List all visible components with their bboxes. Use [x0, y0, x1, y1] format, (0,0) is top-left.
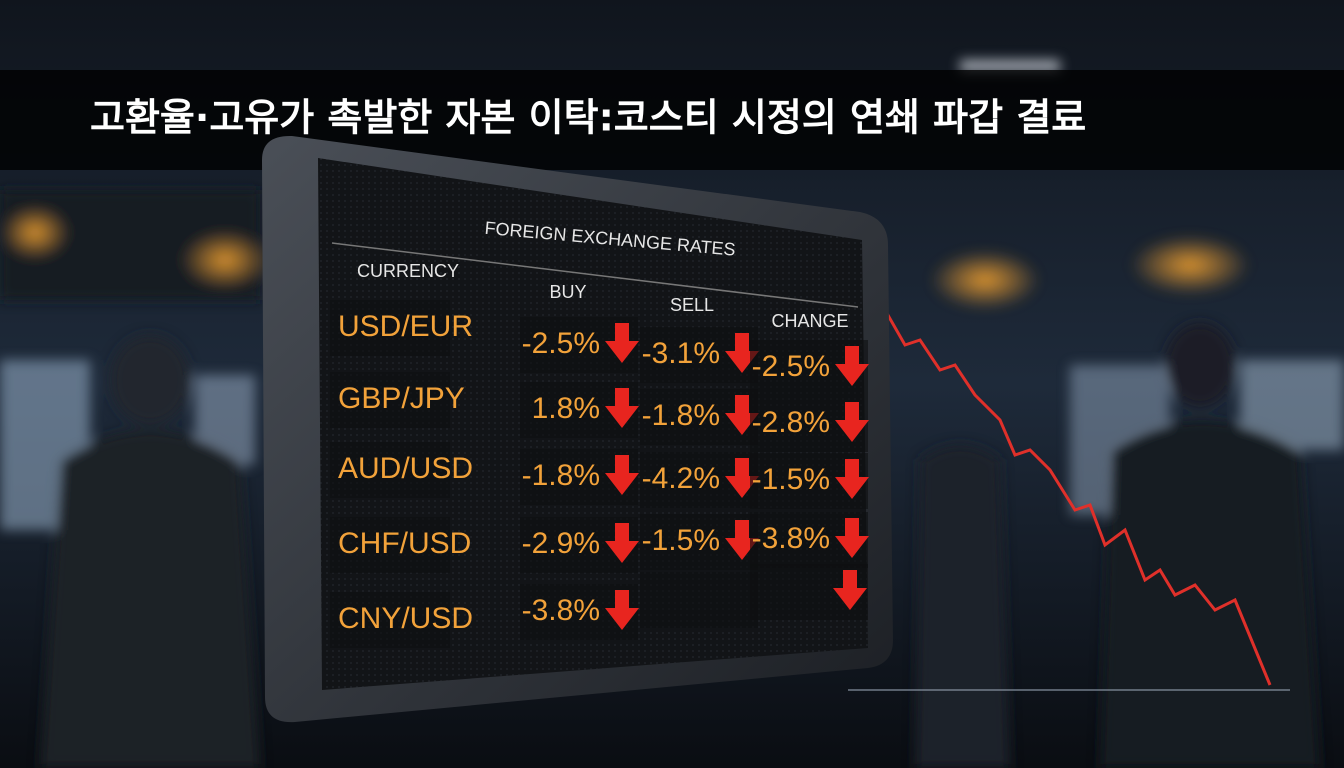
buy-value: -2.5%: [522, 327, 600, 360]
buy-value: -1.8%: [522, 459, 600, 492]
buy-value: 1.8%: [532, 392, 600, 425]
down-arrow: [605, 388, 639, 428]
sell-value: -1.8%: [642, 399, 720, 432]
down-arrow: [835, 346, 869, 386]
header-buy: BUY: [549, 282, 586, 302]
board-rule: [331, 242, 859, 308]
down-arrow: [725, 520, 759, 560]
down-arrow: [833, 570, 867, 610]
cell-bg: [330, 592, 450, 648]
cell-bg: [330, 300, 450, 356]
header-change: CHANGE: [771, 311, 848, 331]
sell-value: -1.5%: [642, 524, 720, 557]
background-chart: [848, 309, 1290, 691]
currency-label: AUD/USD: [338, 452, 473, 485]
sell-value: -4.2%: [642, 462, 720, 495]
cell-bg: [330, 517, 450, 573]
currency-label: CNY/USD: [338, 602, 473, 635]
currency-label: GBP/JPY: [338, 382, 465, 415]
down-arrow: [725, 458, 759, 498]
cell-bg: [330, 442, 450, 498]
board-rows: USD/EUR -2.5% -3.1% -2.5% GBP/JPY 1.8% -1.8% -2…: [330, 300, 869, 648]
background-blur: [0, 60, 1344, 768]
down-arrow: [725, 333, 759, 373]
headline: 고환율·고유가 촉발한 자본 이탁:코스티 시정의 연쇄 파갑 결료: [90, 96, 1086, 140]
down-arrow: [605, 590, 639, 630]
cell-bg: [640, 572, 758, 628]
down-arrow: [835, 459, 869, 499]
down-arrow: [605, 455, 639, 495]
currency-label: CHF/USD: [338, 527, 471, 560]
down-arrow: [725, 395, 759, 435]
change-value: -2.5%: [752, 350, 830, 383]
down-arrow: [835, 402, 869, 442]
headline-bar: [0, 70, 1344, 170]
currency-label: USD/EUR: [338, 310, 473, 343]
header-sell: SELL: [670, 295, 714, 315]
change-value: -1.5%: [752, 463, 830, 496]
buy-value: -2.9%: [522, 527, 600, 560]
change-value: -3.8%: [752, 522, 830, 555]
cell-bg: [330, 372, 450, 428]
sell-value: -3.1%: [642, 337, 720, 370]
header-currency: CURRENCY: [357, 261, 459, 281]
board: FOREIGN EXCHANGE RATES CURRENCY BUY SELL…: [262, 135, 893, 723]
change-value: -2.8%: [752, 406, 830, 439]
down-arrow: [605, 523, 639, 563]
down-arrow: [835, 518, 869, 558]
buy-value: -3.8%: [522, 594, 600, 627]
down-arrow: [605, 323, 639, 363]
